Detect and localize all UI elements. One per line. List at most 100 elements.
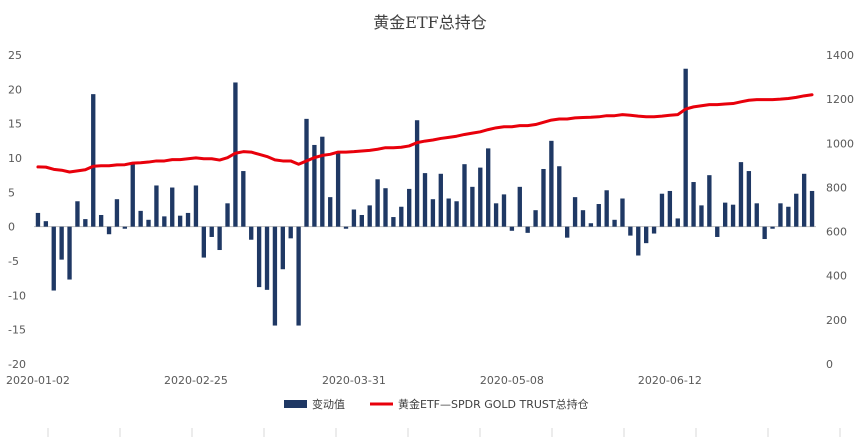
bar (351, 209, 357, 227)
left-tick-label: -10 (8, 289, 26, 302)
right-tick-label: 200 (826, 314, 847, 327)
legend-label-line: 黄金ETF—SPDR GOLD TRUST总持仓 (398, 397, 589, 411)
bar (335, 151, 341, 227)
bar (549, 140, 554, 227)
bar (98, 214, 104, 227)
bar (801, 173, 807, 227)
left-tick-label: 10 (8, 152, 22, 165)
bar (770, 226, 775, 229)
bar (328, 197, 333, 227)
bar (407, 188, 412, 227)
bar (446, 198, 451, 227)
x-axis: 2020-01-02 2020-02-25 2020-03-31 2020-05-08… (6, 374, 702, 387)
bar (517, 186, 522, 227)
right-tick-label: 1400 (826, 49, 854, 62)
bar (778, 203, 783, 227)
bar (691, 182, 696, 227)
bar (730, 204, 736, 227)
x-tick-label: 2020-06-12 (638, 374, 702, 387)
bar (651, 226, 657, 234)
bar (628, 226, 633, 236)
bar (209, 226, 214, 237)
legend-swatch-bar (284, 400, 307, 408)
left-tick-label: 5 (8, 186, 15, 199)
bar (699, 205, 704, 227)
right-tick-label: 0 (826, 358, 833, 371)
bar (154, 185, 159, 227)
bar (659, 193, 665, 227)
right-tick-label: 1000 (826, 137, 854, 150)
bar (762, 226, 767, 240)
bar (367, 205, 372, 227)
left-tick-label: -20 (8, 358, 26, 371)
bar (715, 226, 720, 237)
bar (67, 226, 72, 280)
left-tick-label: -15 (8, 324, 26, 337)
bar (738, 162, 744, 227)
bar (675, 218, 680, 227)
bar (794, 193, 799, 227)
bar (225, 203, 230, 227)
bar (809, 190, 815, 227)
bar (588, 223, 594, 227)
bar (272, 226, 278, 326)
bar (170, 187, 175, 227)
left-tick-label: -5 (8, 255, 19, 268)
bar (462, 164, 467, 227)
left-tick-label: 20 (8, 83, 22, 96)
bar (35, 212, 41, 227)
bar (75, 201, 80, 227)
right-axis: 0 200 400 600 800 1000 1200 1400 (826, 49, 854, 371)
bar (533, 210, 538, 227)
bar (746, 171, 752, 227)
bar (122, 226, 128, 229)
bar (320, 136, 325, 227)
bar (644, 226, 649, 244)
bar (375, 179, 380, 227)
bar (130, 162, 135, 227)
bar (296, 226, 301, 326)
bar (486, 148, 491, 227)
bar (620, 198, 625, 227)
bar (667, 190, 673, 227)
bar (525, 226, 530, 233)
bar (83, 219, 88, 227)
bar (304, 118, 309, 227)
bar (572, 197, 578, 227)
bar (185, 212, 191, 227)
bar (359, 214, 364, 227)
chart-title: 黄金ETF总持仓 (373, 13, 486, 32)
bar (51, 226, 56, 291)
bar (422, 173, 428, 227)
bar (438, 173, 443, 227)
x-tick-label: 2020-03-31 (322, 374, 386, 387)
x-tick-label: 2020-01-02 (6, 374, 70, 387)
bar (707, 175, 712, 227)
bar (754, 203, 759, 227)
bar (399, 206, 404, 227)
bar (114, 199, 120, 227)
right-tick-label: 400 (826, 270, 847, 283)
bar (493, 203, 499, 227)
bar (722, 202, 728, 227)
bar (59, 226, 64, 260)
bar (43, 221, 49, 227)
left-tick-label: 25 (8, 49, 22, 62)
legend-label-bar: 变动值 (312, 397, 345, 411)
bar (146, 219, 151, 227)
bar (201, 226, 206, 258)
bar (454, 201, 459, 227)
bar (636, 226, 641, 256)
bar (478, 167, 483, 227)
bottom-tick-marks (47, 428, 841, 437)
bar (288, 226, 293, 239)
bar (193, 185, 199, 227)
bar (241, 171, 246, 227)
bar (162, 216, 167, 227)
bar (264, 226, 270, 290)
bar (91, 94, 96, 227)
left-tick-label: 15 (8, 118, 22, 131)
bar (430, 199, 436, 227)
